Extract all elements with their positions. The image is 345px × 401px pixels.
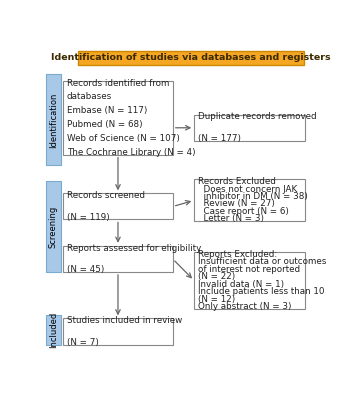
FancyBboxPatch shape <box>194 115 305 141</box>
Text: Insufficient data or outcomes: Insufficient data or outcomes <box>198 257 326 266</box>
Text: Embase (N = 117): Embase (N = 117) <box>67 106 147 115</box>
Text: inhibitor in DM (N = 38): inhibitor in DM (N = 38) <box>198 192 307 201</box>
Text: Included: Included <box>49 312 58 348</box>
Text: Records Excluded: Records Excluded <box>198 177 276 186</box>
Text: databases: databases <box>67 92 112 101</box>
Text: Screening: Screening <box>49 205 58 247</box>
Text: Reports assessed for eligibility: Reports assessed for eligibility <box>67 244 201 253</box>
Text: Pubmed (N = 68): Pubmed (N = 68) <box>67 120 142 129</box>
Text: Duplicate records removed: Duplicate records removed <box>198 112 316 122</box>
Text: Studies included in review: Studies included in review <box>67 316 182 325</box>
Text: Web of Science (N = 107): Web of Science (N = 107) <box>67 134 179 143</box>
Text: Records screened: Records screened <box>67 191 145 200</box>
FancyBboxPatch shape <box>63 318 173 344</box>
Text: The Cochrane Library (N = 4): The Cochrane Library (N = 4) <box>67 148 195 157</box>
Text: Only abstract (N = 3): Only abstract (N = 3) <box>198 302 291 311</box>
Text: Include patients less than 10: Include patients less than 10 <box>198 287 324 296</box>
Text: Review (N = 27): Review (N = 27) <box>198 199 275 209</box>
FancyBboxPatch shape <box>63 81 173 155</box>
Text: (N = 22): (N = 22) <box>198 272 235 281</box>
Text: (N = 119): (N = 119) <box>67 213 109 221</box>
Text: (N = 45): (N = 45) <box>67 265 104 274</box>
Text: Identification of studies via databases and registers: Identification of studies via databases … <box>51 53 331 62</box>
FancyBboxPatch shape <box>194 179 305 221</box>
Text: Does not concern JAK: Does not concern JAK <box>198 185 297 194</box>
FancyBboxPatch shape <box>63 193 173 219</box>
FancyBboxPatch shape <box>78 51 304 65</box>
Text: Identification: Identification <box>49 92 58 148</box>
Text: (N = 12): (N = 12) <box>198 295 235 304</box>
Text: Case report (N = 6): Case report (N = 6) <box>198 207 288 216</box>
Text: (N = 7): (N = 7) <box>67 338 99 346</box>
Text: (N = 177): (N = 177) <box>198 134 241 143</box>
Text: Letter (N = 3): Letter (N = 3) <box>198 214 264 223</box>
FancyBboxPatch shape <box>194 252 305 309</box>
Text: Records identified from: Records identified from <box>67 79 169 87</box>
Text: of interest not reported: of interest not reported <box>198 265 300 274</box>
FancyBboxPatch shape <box>46 181 60 272</box>
FancyBboxPatch shape <box>63 246 173 272</box>
Text: Reports Excluded:: Reports Excluded: <box>198 250 277 259</box>
FancyBboxPatch shape <box>46 74 60 166</box>
FancyBboxPatch shape <box>46 315 60 344</box>
Text: Invalid data (N = 1): Invalid data (N = 1) <box>198 279 284 289</box>
